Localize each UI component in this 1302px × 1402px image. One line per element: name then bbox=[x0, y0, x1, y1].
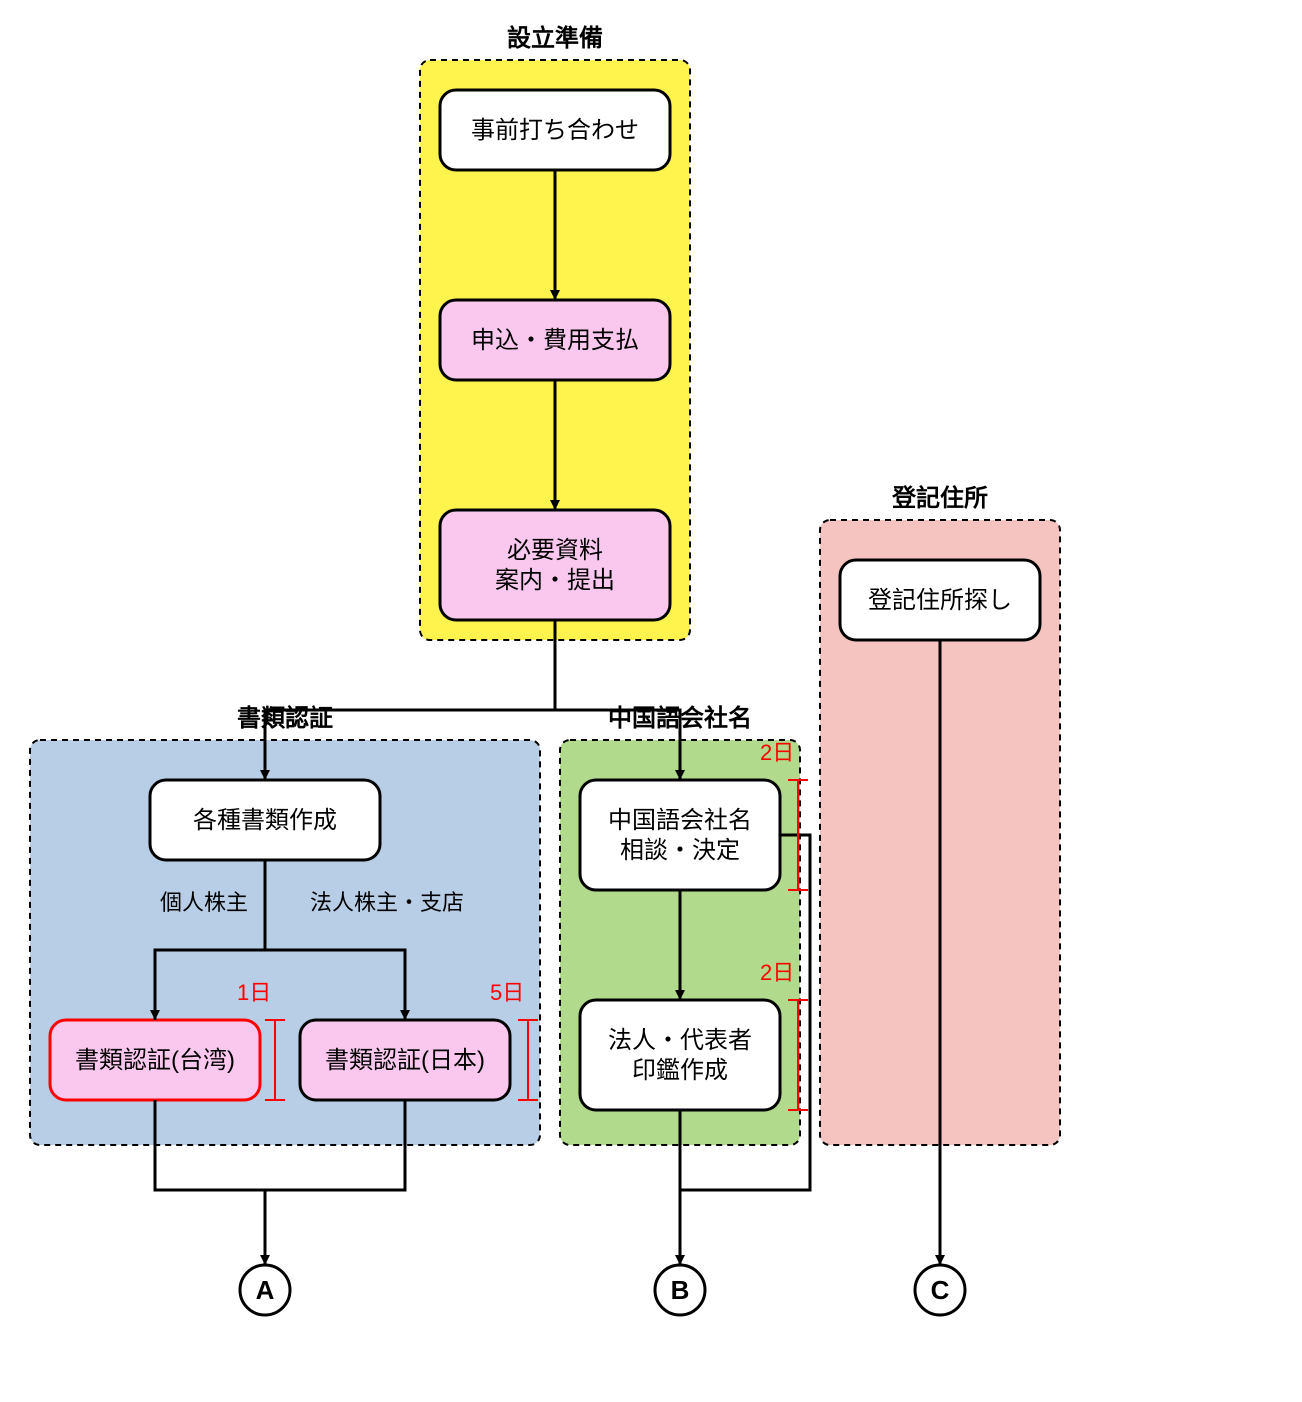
day-label-d2: 5日 bbox=[490, 980, 524, 1005]
group-title-docs: 書類認証 bbox=[237, 704, 333, 732]
node-text-n1-0: 事前打ち合わせ bbox=[471, 117, 639, 144]
edge-label-e1: 個人株主 bbox=[160, 890, 248, 915]
node-text-n7-0: 中国語会社名 bbox=[608, 807, 752, 834]
node-text-n9-0: 登記住所探し bbox=[868, 587, 1012, 614]
node-text-n8-0: 法人・代表者 bbox=[608, 1027, 752, 1054]
terminal-label-C: C bbox=[931, 1275, 950, 1305]
node-n3 bbox=[440, 510, 670, 620]
terminal-label-A: A bbox=[256, 1275, 275, 1305]
node-text-n4-0: 各種書類作成 bbox=[193, 807, 337, 834]
node-text-n8-1: 印鑑作成 bbox=[632, 1057, 728, 1084]
node-text-n3-0: 必要資料 bbox=[507, 537, 603, 564]
group-title-prep: 設立準備 bbox=[507, 24, 603, 52]
day-label-d1: 1日 bbox=[237, 980, 271, 1005]
node-text-n5-0: 書類認証(台湾) bbox=[75, 1047, 235, 1074]
terminal-label-B: B bbox=[671, 1275, 690, 1305]
node-text-n7-1: 相談・決定 bbox=[620, 837, 740, 864]
node-n7 bbox=[580, 780, 780, 890]
node-n8 bbox=[580, 1000, 780, 1110]
node-text-n2-0: 申込・費用支払 bbox=[471, 327, 639, 354]
edge-label-e2: 法人株主・支店 bbox=[310, 890, 464, 915]
flowchart: 設立準備書類認証中国語会社名 登記住所 事前打ち合わせ申込・費用支払必要資料案内・提… bbox=[0, 0, 1302, 1402]
day-label-d4: 2日 bbox=[760, 960, 794, 985]
day-label-d3: 2日 bbox=[760, 740, 794, 765]
group-title-addr: 登記住所 bbox=[891, 484, 988, 512]
node-text-n6-0: 書類認証(日本) bbox=[325, 1047, 485, 1074]
node-text-n3-1: 案内・提出 bbox=[495, 567, 615, 594]
